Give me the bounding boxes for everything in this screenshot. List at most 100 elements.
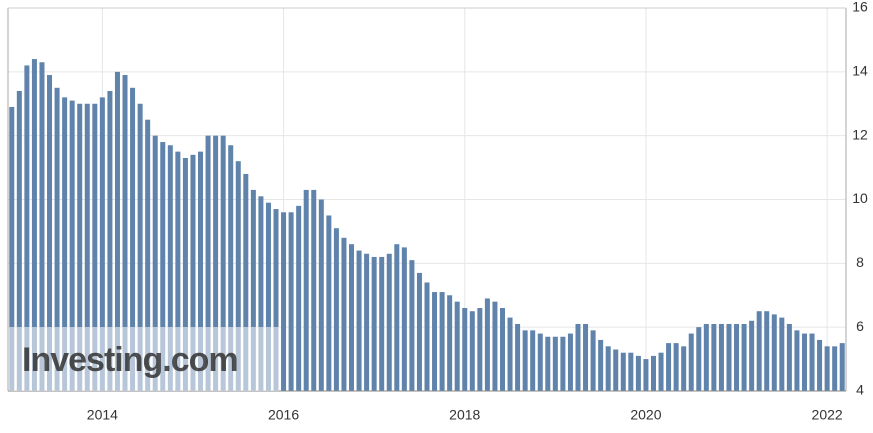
bar	[281, 212, 287, 391]
bar	[341, 237, 347, 391]
bar	[62, 97, 68, 391]
bar	[507, 317, 513, 391]
bar	[416, 272, 422, 391]
bar	[356, 250, 362, 391]
bar	[605, 346, 611, 391]
bar	[16, 90, 22, 391]
bar	[643, 359, 649, 391]
bar	[213, 135, 219, 391]
bar	[718, 323, 724, 391]
bar	[122, 75, 128, 392]
bar	[99, 97, 105, 391]
bar	[424, 282, 430, 391]
bar	[243, 173, 249, 391]
bar	[198, 151, 204, 391]
bar	[658, 352, 664, 391]
x-tick-label: 2020	[630, 407, 661, 423]
bar	[817, 339, 823, 391]
bar	[379, 256, 385, 391]
bar	[114, 71, 120, 391]
bar	[522, 330, 528, 391]
bar	[771, 314, 777, 391]
bar	[741, 323, 747, 391]
bar	[477, 308, 483, 391]
y-tick-label: 14	[852, 63, 868, 79]
bar	[560, 336, 566, 391]
bar	[409, 260, 415, 391]
bar	[567, 333, 573, 391]
bar	[265, 202, 271, 391]
bar	[167, 145, 173, 391]
bar	[756, 311, 762, 391]
bar	[160, 142, 166, 391]
watermark: Investing.com	[22, 341, 238, 379]
bar	[235, 161, 241, 391]
bar	[696, 327, 702, 391]
bar	[220, 135, 226, 391]
bar	[598, 339, 604, 391]
bar	[9, 106, 15, 392]
bar	[635, 355, 641, 391]
bar	[688, 333, 694, 391]
bar	[273, 209, 279, 391]
bar	[182, 158, 188, 391]
bar	[349, 244, 355, 391]
bar	[749, 320, 755, 391]
bar	[333, 228, 339, 391]
bar	[786, 323, 792, 391]
bar	[137, 103, 143, 391]
bar	[620, 352, 626, 391]
bar	[288, 212, 294, 391]
bar	[492, 301, 498, 391]
bar	[801, 333, 807, 391]
bar	[84, 103, 90, 391]
bar	[666, 343, 672, 391]
bar	[326, 215, 332, 391]
x-tick-label: 2016	[268, 407, 299, 423]
bar	[499, 308, 505, 391]
bar	[628, 352, 634, 391]
bar	[205, 135, 211, 391]
bar	[545, 336, 551, 391]
bar	[432, 292, 438, 391]
bar	[296, 205, 302, 391]
bar	[469, 311, 475, 391]
bar	[228, 145, 234, 391]
bar	[824, 346, 830, 391]
y-tick-label: 4	[856, 382, 864, 398]
bar	[613, 349, 619, 391]
bar	[152, 135, 158, 391]
bar	[681, 346, 687, 391]
bar	[454, 301, 460, 391]
bar	[258, 196, 264, 391]
bar	[47, 75, 53, 392]
bar	[794, 330, 800, 391]
bar	[54, 87, 60, 392]
bar	[779, 317, 785, 391]
bar	[394, 244, 400, 391]
bar	[590, 330, 596, 391]
bar	[145, 119, 151, 391]
bar	[530, 330, 536, 391]
bar	[839, 343, 845, 391]
bar	[77, 103, 83, 391]
bar	[484, 298, 490, 391]
bar	[809, 333, 815, 391]
bar	[401, 247, 407, 391]
bar	[130, 87, 136, 392]
bar	[311, 189, 317, 391]
bar	[703, 323, 709, 391]
bar	[371, 256, 377, 391]
bar	[107, 90, 113, 391]
watermark-box	[9, 327, 279, 391]
bar	[462, 308, 468, 391]
bar	[764, 311, 770, 391]
y-tick-label: 12	[852, 126, 868, 142]
bar	[24, 65, 30, 391]
y-tick-label: 16	[852, 0, 868, 15]
bar	[303, 189, 309, 391]
x-tick-label: 2018	[449, 407, 480, 423]
bar	[673, 343, 679, 391]
bar	[250, 189, 256, 391]
